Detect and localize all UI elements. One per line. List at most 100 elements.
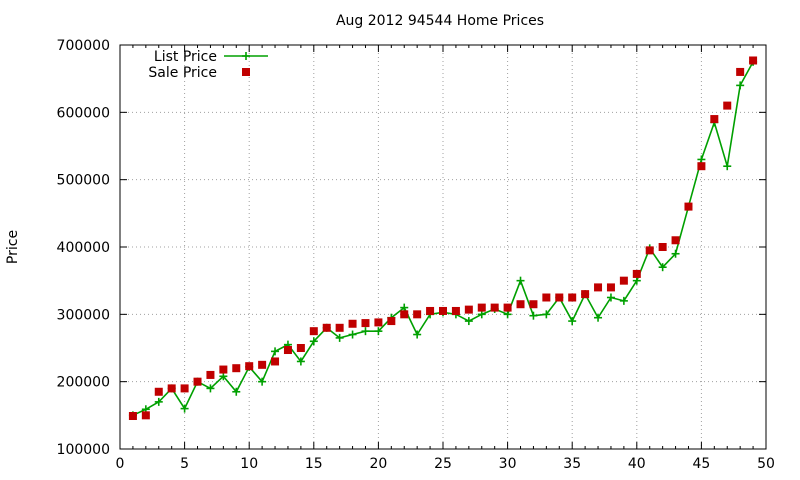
sale-price-point [736, 67, 745, 76]
sale-price-point [749, 56, 758, 65]
sale-price-point [490, 303, 499, 312]
list-price-point [258, 377, 267, 386]
list-price-point [154, 397, 163, 406]
sale-price-point [335, 323, 344, 332]
list-price-point [271, 347, 280, 356]
sale-price-point [387, 317, 396, 326]
sale-price-point [671, 236, 680, 245]
sale-price-point [723, 101, 732, 110]
sale-price-point [180, 384, 189, 393]
legend-label: List Price [154, 49, 217, 65]
x-tick-label: 40 [628, 456, 646, 472]
list-price-point [335, 333, 344, 342]
list-price-point [606, 293, 615, 302]
list-price-point [697, 155, 706, 164]
sale-price-point [464, 305, 473, 314]
list-price-point [309, 337, 318, 346]
sale-price-point [361, 319, 370, 328]
sale-price-point [684, 202, 693, 211]
list-price-point [503, 310, 512, 319]
chart-title: Aug 2012 94544 Home Prices [336, 13, 544, 29]
sale-price-point [258, 360, 267, 369]
sale-price-point [477, 303, 486, 312]
sale-price-point [697, 162, 706, 171]
sale-price-point [154, 387, 163, 396]
x-tick-label: 35 [563, 456, 581, 472]
sale-price-point [309, 327, 318, 336]
sale-price-point [219, 365, 228, 374]
y-axis-label: Price [5, 230, 21, 264]
sale-price-point [374, 318, 383, 327]
list-price-point [658, 263, 667, 272]
sale-price-point [658, 243, 667, 251]
y-tick-label: 100000 [57, 442, 110, 458]
x-tick-label: 25 [434, 456, 452, 472]
list-price-line [132, 61, 754, 417]
legend-plus-marker [242, 52, 250, 60]
list-price-point [529, 311, 538, 320]
sale-price-point [426, 306, 435, 315]
sale-price-point [193, 377, 202, 386]
sale-price-point [141, 411, 150, 420]
x-tick-label: 15 [305, 456, 323, 472]
list-price-point [348, 330, 357, 339]
x-tick-label: 30 [499, 456, 517, 472]
sale-price-point [283, 346, 292, 355]
sale-price-point [348, 319, 357, 328]
sale-price-point [167, 384, 176, 393]
y-tick-label: 400000 [57, 240, 110, 256]
list-price-point [632, 276, 641, 285]
sale-price-point [710, 115, 719, 124]
sale-price-point [619, 276, 628, 285]
list-price-point [671, 249, 680, 258]
sale-price-point [555, 293, 564, 302]
sale-price-point [581, 290, 590, 299]
list-price-point [413, 330, 422, 339]
list-price-point [361, 327, 370, 336]
sale-price-point [439, 306, 447, 315]
x-tick-label: 5 [180, 456, 189, 472]
x-tick-label: 0 [116, 456, 125, 472]
sale-price-point [606, 283, 615, 292]
sale-price-point [322, 323, 331, 332]
list-price-point [594, 313, 603, 322]
x-tick-label: 20 [369, 456, 387, 472]
sale-price-point [451, 306, 460, 315]
sale-price-point [632, 269, 641, 278]
sale-price-point [503, 303, 512, 312]
sale-price-point [645, 246, 654, 255]
sale-price-point [413, 310, 422, 319]
series-layer [128, 56, 758, 421]
y-tick-label: 500000 [57, 173, 110, 189]
list-price-point [232, 387, 241, 396]
list-price-point [477, 310, 486, 319]
sale-price-point [232, 364, 241, 373]
x-tick-label: 45 [692, 456, 710, 472]
list-price-point [296, 357, 305, 366]
list-price-point [374, 327, 383, 336]
sale-price-point [271, 357, 280, 366]
y-tick-label: 700000 [57, 38, 110, 54]
list-price-point [464, 317, 473, 326]
sale-price-point [296, 344, 305, 352]
list-price-point [568, 317, 577, 326]
list-price-point [619, 296, 628, 305]
legend-square-marker [242, 68, 250, 76]
list-price-point [542, 310, 551, 319]
x-tick-label: 10 [240, 456, 258, 472]
legend-label: Sale Price [148, 65, 217, 81]
y-tick-label: 200000 [57, 375, 110, 391]
sale-price-point [245, 362, 254, 371]
y-tick-label: 300000 [57, 307, 110, 323]
axis-ticks: 100000 200000 300000 400000 500000 600000 7000… [57, 38, 775, 472]
list-price-point [516, 276, 525, 285]
list-price-point [219, 372, 228, 381]
list-price-point [723, 162, 732, 171]
list-price-point [206, 384, 215, 393]
series-sale-price [128, 56, 758, 421]
sale-price-point [400, 310, 409, 319]
sale-price-point [206, 370, 215, 379]
sale-price-point [568, 293, 577, 302]
